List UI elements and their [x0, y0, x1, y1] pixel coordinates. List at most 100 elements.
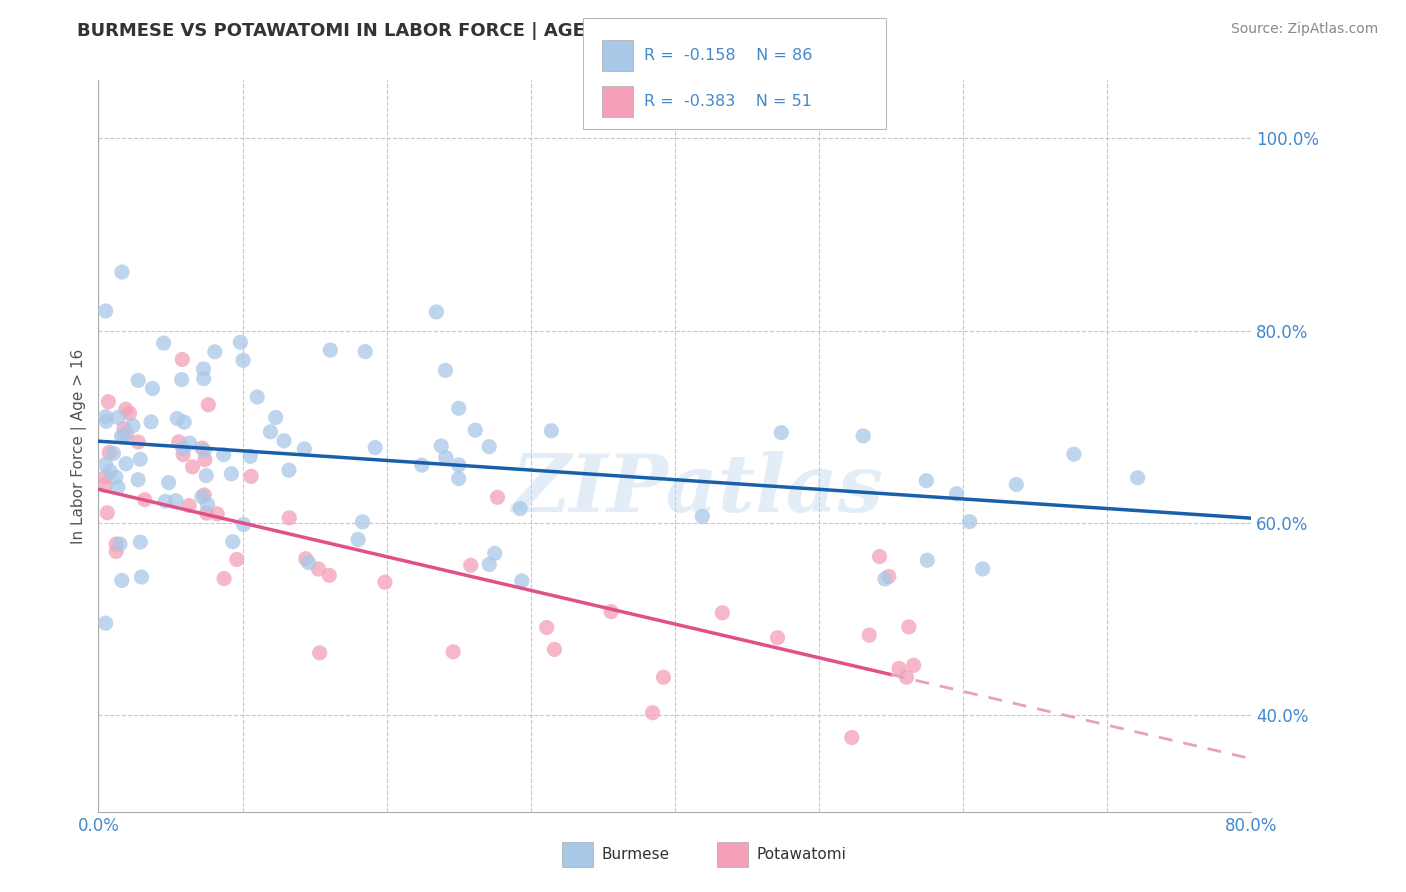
Point: [543, 642, 565, 657]
Point: [434, 363, 457, 377]
Point: [972, 562, 994, 576]
Point: [903, 658, 925, 673]
Point: [94, 469, 117, 483]
Text: Burmese: Burmese: [602, 847, 669, 862]
Point: [536, 621, 558, 635]
Point: [273, 434, 295, 448]
Point: [225, 552, 247, 566]
Point: [115, 457, 138, 471]
Point: [484, 546, 506, 560]
Point: [165, 493, 187, 508]
Point: [308, 646, 330, 660]
Point: [179, 436, 201, 450]
Point: [172, 448, 194, 462]
Point: [98, 464, 121, 478]
Point: [354, 344, 377, 359]
Point: [307, 562, 329, 576]
Point: [114, 402, 136, 417]
Point: [118, 406, 141, 420]
Point: [447, 401, 470, 416]
Point: [212, 572, 235, 586]
Point: [172, 442, 194, 456]
Point: [277, 463, 299, 477]
Point: [173, 415, 195, 429]
Point: [194, 452, 217, 467]
Point: [131, 570, 153, 584]
Point: [232, 517, 254, 532]
Point: [112, 429, 135, 443]
Point: [246, 390, 269, 404]
Text: R =  -0.158    N = 86: R = -0.158 N = 86: [644, 48, 813, 63]
Point: [264, 410, 287, 425]
Point: [869, 549, 891, 564]
Point: [292, 442, 315, 456]
Point: [1063, 447, 1085, 461]
Point: [347, 533, 370, 547]
Point: [193, 362, 215, 376]
Point: [195, 506, 218, 520]
Point: [364, 441, 387, 455]
Point: [318, 568, 340, 582]
Point: [107, 410, 129, 425]
Point: [411, 458, 433, 473]
Point: [692, 509, 714, 524]
Point: [205, 507, 228, 521]
Point: [510, 574, 533, 588]
Point: [509, 501, 531, 516]
Point: [652, 670, 675, 684]
Point: [915, 474, 938, 488]
Point: [105, 537, 128, 551]
Point: [152, 336, 174, 351]
Point: [212, 448, 235, 462]
Point: [129, 535, 152, 549]
Point: [104, 470, 127, 484]
Point: [134, 492, 156, 507]
Point: [129, 452, 152, 467]
Point: [170, 373, 193, 387]
Point: [770, 425, 793, 440]
Point: [460, 558, 482, 573]
Point: [641, 706, 664, 720]
Text: BURMESE VS POTAWATOMI IN LABOR FORCE | AGE > 16 CORRELATION CHART: BURMESE VS POTAWATOMI IN LABOR FORCE | A…: [77, 22, 859, 40]
Point: [122, 418, 145, 433]
Point: [177, 499, 200, 513]
Y-axis label: In Labor Force | Age > 16: In Labor Force | Age > 16: [72, 349, 87, 543]
Point: [877, 569, 900, 583]
Point: [110, 429, 132, 443]
Text: R =  -0.383    N = 51: R = -0.383 N = 51: [644, 95, 811, 110]
Point: [141, 382, 163, 396]
Point: [98, 445, 121, 459]
Point: [478, 558, 501, 572]
Point: [240, 469, 263, 483]
Point: [127, 373, 149, 387]
Point: [297, 556, 319, 570]
Point: [193, 372, 215, 386]
Point: [464, 423, 486, 437]
Point: [107, 480, 129, 494]
Point: [172, 352, 194, 367]
Point: [111, 574, 134, 588]
Point: [157, 475, 180, 490]
Point: [103, 446, 125, 460]
Point: [94, 478, 117, 492]
Point: [917, 553, 939, 567]
Point: [294, 551, 316, 566]
Point: [897, 620, 920, 634]
Point: [197, 498, 219, 512]
Point: [447, 458, 470, 472]
Point: [155, 494, 177, 508]
Point: [204, 344, 226, 359]
Point: [94, 616, 117, 631]
Point: [1126, 471, 1149, 485]
Point: [600, 605, 623, 619]
Point: [94, 409, 117, 424]
Point: [108, 537, 131, 551]
Point: [166, 411, 188, 425]
Point: [441, 645, 464, 659]
Point: [195, 468, 218, 483]
Point: [105, 544, 128, 558]
Point: [193, 443, 215, 458]
Point: [430, 439, 453, 453]
Point: [374, 575, 396, 590]
Point: [232, 353, 254, 368]
